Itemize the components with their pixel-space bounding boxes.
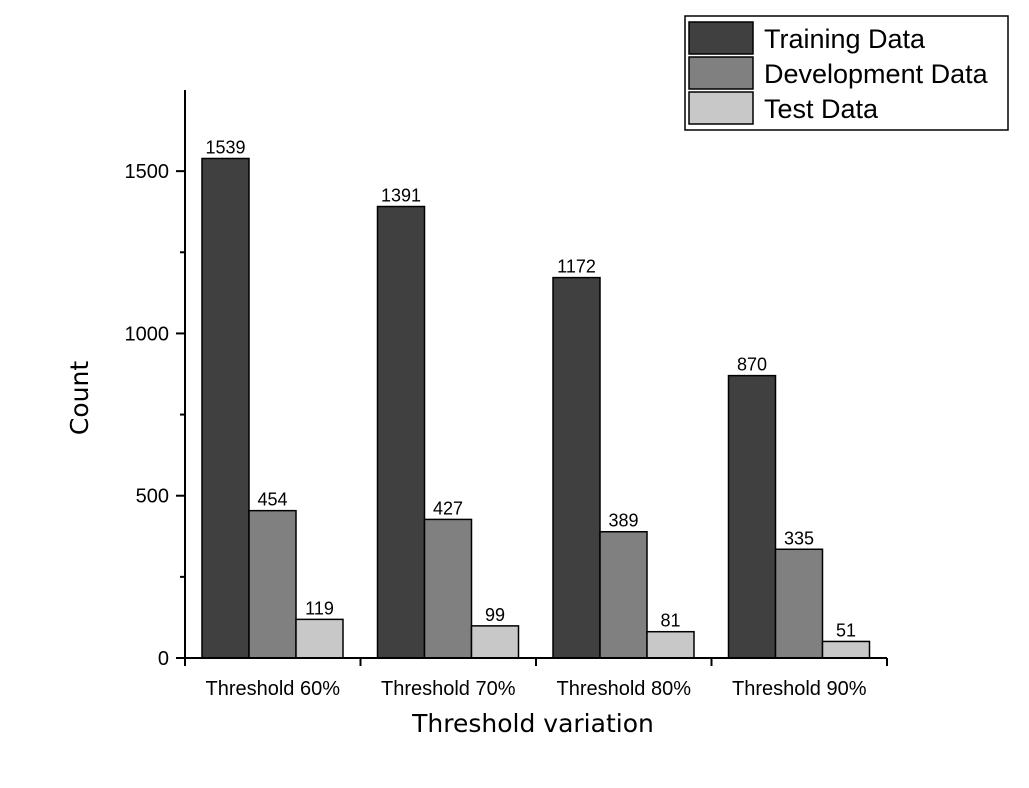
bar-value-label: 51	[836, 620, 856, 640]
x-axis-ticks: Threshold 60% Threshold 70% Threshold 80% T…	[184, 658, 888, 700]
y-tick-label: 1500	[125, 161, 170, 183]
legend-swatch	[688, 91, 754, 125]
bar-test-2	[470, 625, 520, 659]
x-axis-title: Threshold variation	[411, 709, 654, 738]
bar-development-3	[599, 530, 648, 659]
bar-training-3	[552, 276, 601, 659]
bar-training-1	[201, 157, 250, 659]
bar-value-label: 389	[608, 511, 638, 531]
bar-development-2	[423, 518, 473, 659]
x-tick-label: Threshold 90%	[732, 678, 867, 700]
x-tick-label: Threshold 80%	[556, 678, 691, 700]
y-tick-label: 500	[136, 486, 169, 508]
bar-value-label: 81	[660, 611, 680, 631]
legend-swatch	[688, 56, 754, 90]
legend-label: Test Data	[764, 94, 879, 124]
bar-value-label: 99	[485, 605, 505, 625]
bar-value-label: 454	[257, 490, 287, 510]
y-axis-title: Count	[65, 361, 94, 435]
bar-value-label: 1172	[557, 257, 596, 277]
bar-test-3	[646, 630, 695, 659]
bars-group	[201, 157, 871, 659]
bar-value-label: 119	[305, 598, 334, 618]
bar-development-4	[774, 548, 824, 659]
legend-label: Development Data	[764, 59, 989, 89]
y-tick-label: 0	[158, 648, 169, 670]
legend-entries: Training Data Development Data Test Data	[688, 21, 989, 125]
legend: Training Data Development Data Test Data	[684, 15, 1009, 131]
bar-training-2	[376, 205, 426, 659]
x-tick-label: Threshold 70%	[381, 678, 516, 700]
legend-swatch	[688, 21, 754, 55]
bar-value-label: 1391	[381, 186, 421, 206]
bar-test-4	[821, 640, 871, 659]
bar-value-label: 335	[784, 528, 814, 548]
y-tick-label: 1000	[125, 323, 170, 345]
bar-value-labels: 1539 454 119 1391 427 99 1172 389 81 870 335 51	[205, 137, 856, 640]
y-axis-ticks: 0 500 1000 1500	[125, 161, 185, 670]
bar-test-1	[295, 618, 344, 659]
bar-value-label: 1539	[205, 137, 245, 157]
plot-area: 1539 454 119 1391 427 99 1172 389 81 870 335 51 0 50…	[125, 90, 888, 700]
x-tick-label: Threshold 60%	[205, 678, 340, 700]
bar-value-label: 870	[737, 355, 767, 375]
bar-training-4	[727, 374, 777, 659]
bar-development-1	[248, 509, 297, 659]
legend-label: Training Data	[764, 24, 926, 54]
bar-value-label: 427	[433, 498, 463, 518]
